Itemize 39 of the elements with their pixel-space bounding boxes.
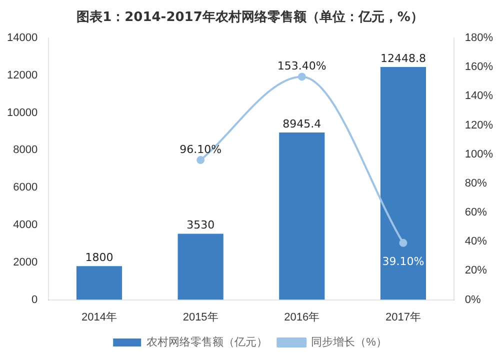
y2-tick-label: 60% xyxy=(464,206,488,219)
data-label: 8945.4 xyxy=(282,117,322,130)
point xyxy=(196,156,205,164)
x-tick-label: 2016年 xyxy=(284,311,320,324)
x-tick-label: 2017年 xyxy=(385,311,421,324)
data-label: 96.10% xyxy=(180,142,222,156)
y-tick-label: 8000 xyxy=(13,144,38,156)
y-tick-label: 0 xyxy=(31,294,38,306)
legend-label: 同步增长（%） xyxy=(311,336,387,349)
y2-tick-label: 140% xyxy=(464,90,494,102)
y2-tick-label: 40% xyxy=(464,236,488,248)
data-label: 39.10% xyxy=(382,254,424,268)
y2-tick-label: 80% xyxy=(464,177,488,190)
y-tick-label: 4000 xyxy=(13,219,38,232)
point xyxy=(298,72,306,81)
bar xyxy=(178,234,224,300)
chart-title: 图表1：2014-2017年农村网络零售额（单位：亿元，%） xyxy=(76,8,424,26)
y2-tick-label: 180% xyxy=(464,32,494,44)
y-tick-label: 12000 xyxy=(6,69,38,82)
bar xyxy=(76,266,122,300)
bar xyxy=(380,67,426,300)
x-tick-label: 2015年 xyxy=(182,311,218,324)
y2-tick-label: 0% xyxy=(464,294,481,306)
data-label: 3530 xyxy=(186,218,215,232)
y-tick-label: 2000 xyxy=(13,256,38,268)
x-tick-label: 2014年 xyxy=(82,311,117,324)
data-label: 12448.8 xyxy=(380,52,426,65)
y2-tick-label: 20% xyxy=(464,264,488,277)
data-label: 1800 xyxy=(85,251,114,264)
y2-tick-label: 160% xyxy=(464,61,494,74)
y2-tick-label: 120% xyxy=(464,119,494,132)
point xyxy=(399,238,408,247)
legend-label: 农村网络零售额（亿元） xyxy=(146,336,268,349)
y-tick-label: 6000 xyxy=(13,182,38,194)
y2-tick-label: 100% xyxy=(464,148,494,160)
y-tick-label: 14000 xyxy=(6,32,38,44)
y-tick-label: 10000 xyxy=(6,106,38,119)
bar xyxy=(279,132,325,300)
data-label: 153.40% xyxy=(277,60,326,73)
